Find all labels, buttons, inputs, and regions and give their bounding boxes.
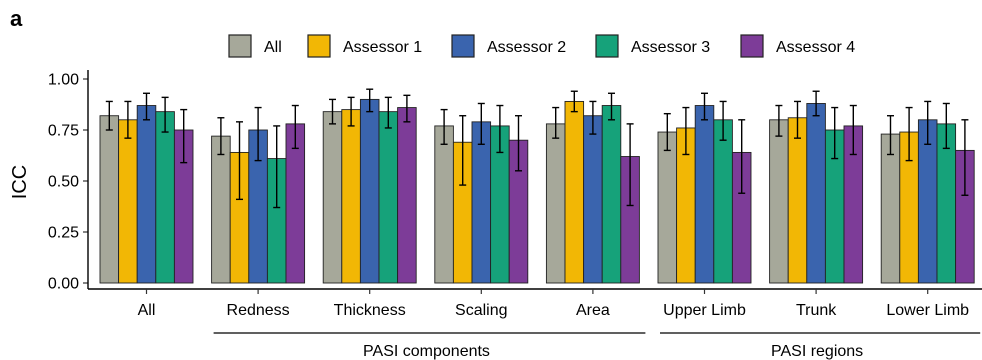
error-bar-assessor-2-all <box>143 92 150 121</box>
bar-all-upper-limb <box>657 131 678 284</box>
legend-item-assessor-1: Assessor 1 <box>307 34 422 58</box>
error-bar-assessor-2-thickness <box>366 88 374 113</box>
bar-assessor-2-all <box>136 105 157 284</box>
error-bar-assessor-1-upper-limb <box>682 106 690 156</box>
error-bar-all-upper-limb <box>663 112 671 152</box>
error-bar-assessor-2-redness <box>254 106 262 162</box>
plot-area: 0.00 0.25 0.50 0.75 1.00 All Redness Thickness S… <box>48 70 982 319</box>
error-bar-assessor-3-thickness <box>384 96 392 129</box>
group-brackets: PASI components PASI regions <box>213 332 981 360</box>
x-tick-label-redness: Redness <box>227 302 290 319</box>
error-bar-assessor-4-thickness <box>403 94 411 123</box>
legend-item-assessor-3: Assessor 3 <box>595 34 710 58</box>
error-bar-assessor-4-redness <box>291 104 299 150</box>
error-bar-all-all <box>105 100 113 131</box>
legend-label-all: All <box>264 39 282 56</box>
error-bar-assessor-4-area <box>626 123 634 207</box>
error-bar-assessor-1-area <box>570 90 578 113</box>
error-bar-all-redness <box>217 117 225 156</box>
error-bar-assessor-2-scaling <box>477 102 485 145</box>
y-tick-label: 0.00 <box>48 276 79 293</box>
error-bar-assessor-2-area <box>589 100 597 135</box>
bar-assessor-2-upper-limb <box>694 105 715 284</box>
bar-assessor-2-trunk <box>806 103 826 284</box>
group-label-pasi-regions: PASI regions <box>771 343 863 360</box>
error-bar-assessor-4-all <box>180 108 188 164</box>
bar-assessor-2-thickness <box>359 98 380 284</box>
error-bar-assessor-3-trunk <box>831 106 839 160</box>
error-bar-assessor-3-upper-limb <box>719 100 727 141</box>
legend-item-assessor-2: Assessor 2 <box>451 34 566 58</box>
bar-all-area <box>545 123 566 284</box>
bar-assessor-1-area <box>564 100 585 284</box>
error-bar-assessor-4-upper-limb <box>738 119 746 194</box>
bar-all-thickness <box>322 111 343 284</box>
x-tick-label-area: Area <box>576 302 610 319</box>
error-bar-assessor-1-all <box>124 100 132 139</box>
bar-assessor-3-upper-limb <box>713 119 733 284</box>
x-tick-label-all: All <box>138 302 156 319</box>
legend-swatch-assessor-3 <box>595 34 619 58</box>
error-bar-assessor-4-scaling <box>515 115 522 172</box>
bar-all-trunk <box>769 119 789 284</box>
x-tick-label-thickness: Thickness <box>334 302 406 319</box>
bar-assessor-2-area <box>583 115 603 284</box>
error-bar-all-lower-limb <box>887 115 894 156</box>
error-bar-all-thickness <box>329 98 336 125</box>
error-bar-assessor-3-lower-limb <box>942 102 950 150</box>
error-bar-assessor-1-trunk <box>794 100 801 139</box>
legend-item-all: All <box>228 34 282 58</box>
bar-assessor-1-trunk <box>787 117 808 284</box>
legend-label-assessor-4: Assessor 4 <box>776 39 855 56</box>
x-tick-label-trunk: Trunk <box>796 302 837 319</box>
legend-swatch-all <box>228 34 252 58</box>
bar-assessor-3-area <box>601 105 622 284</box>
error-bar-assessor-3-all <box>161 96 169 133</box>
y-tick-label: 0.75 <box>48 123 79 140</box>
error-bar-assessor-4-trunk <box>849 104 857 156</box>
bar-assessor-4-thickness <box>397 107 417 284</box>
y-tick-label: 0.50 <box>48 174 79 191</box>
legend-swatch-assessor-1 <box>307 34 331 58</box>
bar-all-redness <box>211 135 231 284</box>
legend-label-assessor-3: Assessor 3 <box>631 39 710 56</box>
legend-label-assessor-1: Assessor 1 <box>343 39 422 56</box>
error-bar-assessor-3-scaling <box>496 104 504 154</box>
error-bar-assessor-1-scaling <box>459 115 467 186</box>
error-bar-assessor-1-redness <box>236 121 243 201</box>
x-tick-label-lower-limb: Lower Limb <box>886 302 969 319</box>
error-bar-all-trunk <box>775 104 783 137</box>
error-bar-assessor-1-thickness <box>347 96 355 127</box>
panel-label: a <box>10 6 23 31</box>
error-bar-assessor-2-lower-limb <box>924 100 932 145</box>
error-bar-all-area <box>552 106 560 139</box>
bar-assessor-3-thickness <box>378 111 399 284</box>
bar-assessor-1-thickness <box>341 109 361 284</box>
y-tick-label: 1.00 <box>48 72 79 89</box>
x-tick-label-upper-limb: Upper Limb <box>663 302 746 319</box>
error-bar-assessor-4-lower-limb <box>961 119 969 196</box>
bar-assessor-1-all <box>118 119 138 284</box>
bar-all-lower-limb <box>880 133 901 284</box>
bar-assessor-2-scaling <box>471 121 492 284</box>
error-bar-assessor-3-redness <box>273 125 281 209</box>
legend-item-assessor-4: Assessor 4 <box>740 34 855 58</box>
bar-assessor-3-all <box>155 111 175 284</box>
y-tick-label: 0.25 <box>48 225 79 242</box>
x-tick-label-scaling: Scaling <box>455 302 507 319</box>
error-bar-assessor-1-lower-limb <box>905 106 913 162</box>
legend-swatch-assessor-2 <box>451 34 475 58</box>
error-bar-assessor-2-trunk <box>812 90 820 117</box>
error-bar-assessor-3-area <box>608 92 615 121</box>
legend: All Assessor 1 Assessor 2 Assessor 3 Assesso… <box>228 34 855 58</box>
group-label-pasi-components: PASI components <box>363 343 490 360</box>
bar-all-scaling <box>434 125 454 284</box>
error-bar-all-scaling <box>440 108 448 145</box>
legend-label-assessor-2: Assessor 2 <box>487 39 566 56</box>
legend-swatch-assessor-4 <box>740 34 764 58</box>
y-axis-title: ICC <box>9 165 31 199</box>
error-bar-assessor-2-upper-limb <box>701 92 708 121</box>
bar-all-all <box>99 115 120 284</box>
